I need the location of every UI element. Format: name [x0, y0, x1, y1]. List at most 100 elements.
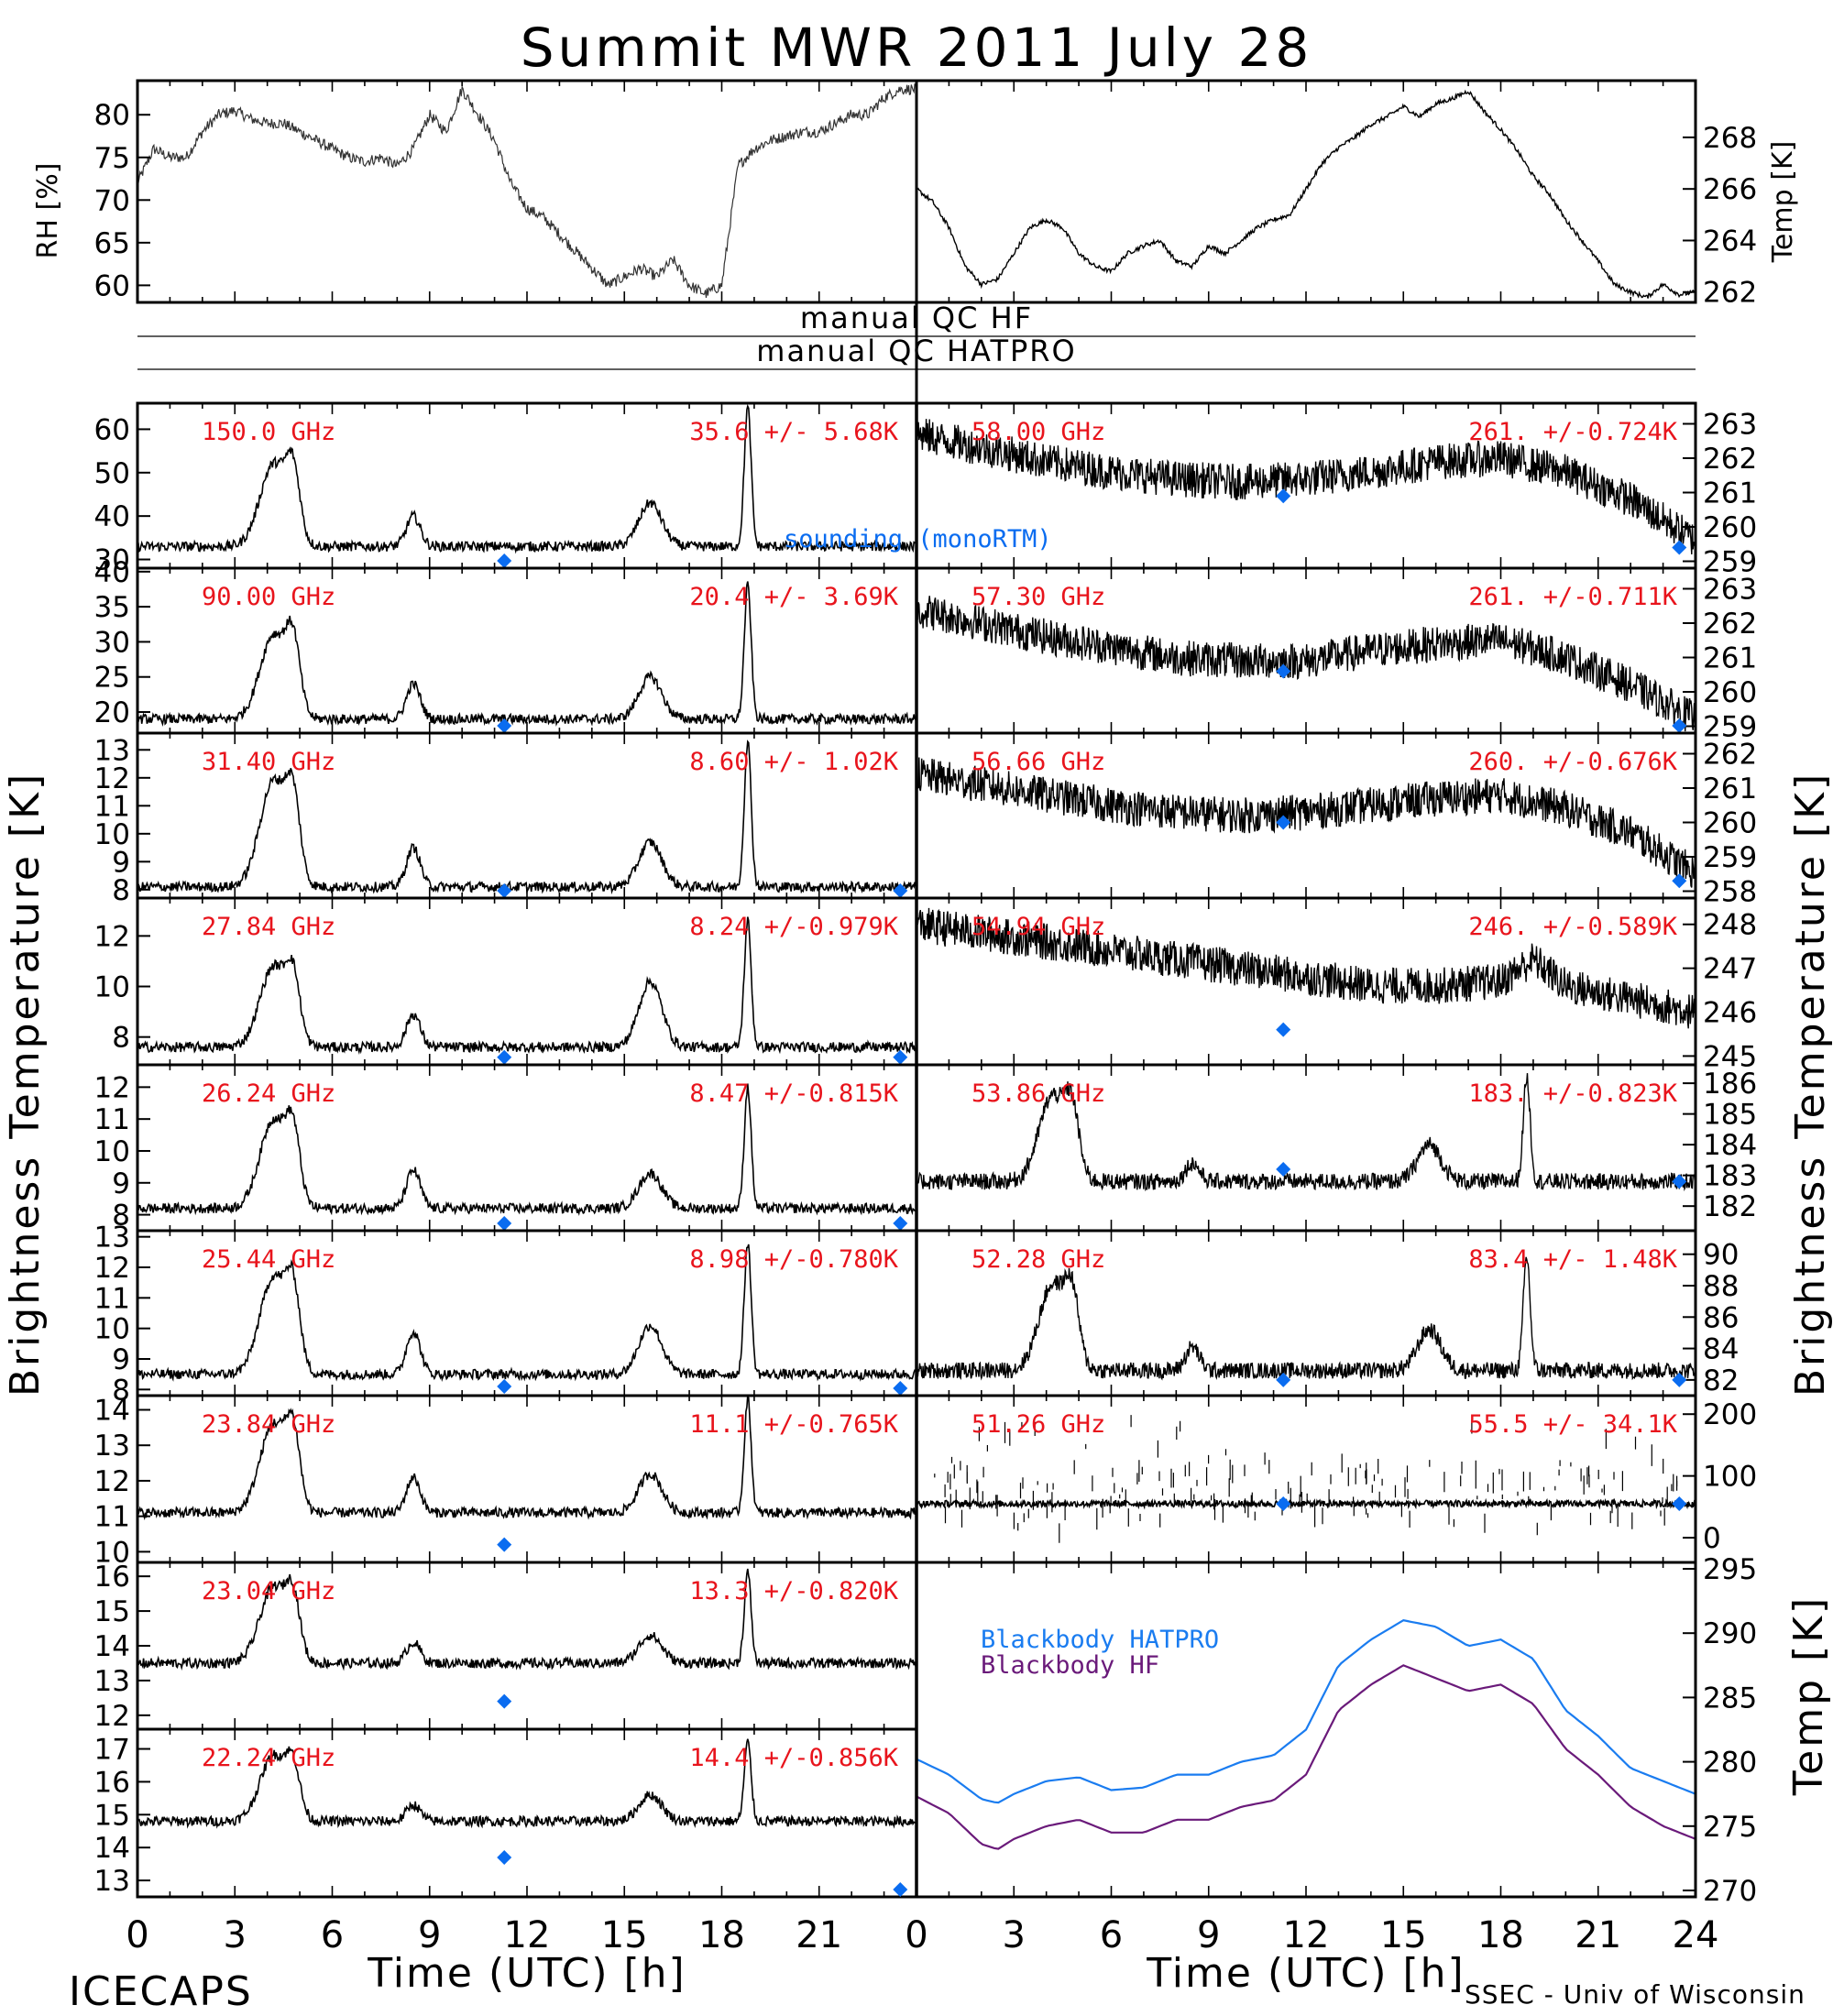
y-tick-label: 258 [1703, 876, 1757, 909]
rh-axis-label: RH [%] [32, 163, 64, 259]
x-tick-label-left: 3 [224, 1914, 247, 1956]
temp-axis-label: Temp [K] [1767, 141, 1799, 264]
sounding-marker [1672, 540, 1687, 555]
sounding-marker [1672, 873, 1687, 889]
y-tick-label: 10 [94, 1536, 130, 1569]
stats-label: 13.3 +/-0.820K [689, 1577, 898, 1605]
y-tick-label: 12 [94, 1700, 130, 1733]
y-tick-label: 14 [94, 1832, 130, 1865]
stats-label: 8.60 +/- 1.02K [689, 748, 898, 776]
y-tick-label: 270 [1703, 1875, 1757, 1908]
sounding-marker [1276, 1372, 1291, 1387]
data-trace [137, 1395, 917, 1521]
sounding-marker [497, 1049, 512, 1065]
y-tick-label: 14 [94, 1630, 130, 1663]
y-tick-label: 245 [1703, 1040, 1757, 1073]
data-trace [137, 581, 917, 727]
stats-label: 14.4 +/-0.856K [689, 1744, 898, 1772]
y-tick-label: 90 [1703, 1239, 1739, 1272]
y-tick-label: 80 [94, 99, 130, 132]
y-tick-label: 86 [1703, 1301, 1739, 1334]
y-tick-label: 290 [1703, 1617, 1757, 1650]
sounding-marker [893, 1049, 908, 1065]
stats-label: 20.4 +/- 3.69K [689, 583, 898, 611]
y-tick-label: 12 [94, 1252, 130, 1285]
y-tick-label: 30 [94, 626, 130, 659]
sounding-marker [497, 1216, 512, 1231]
sounding-marker [1276, 815, 1291, 830]
sounding-marker [893, 1381, 908, 1396]
stats-label: 8.98 +/-0.780K [689, 1245, 898, 1274]
y-tick-label: 12 [94, 920, 130, 953]
stats-label: 8.24 +/-0.979K [689, 913, 898, 941]
legend-bb-hf: Blackbody HF [981, 1651, 1159, 1680]
data-trace [916, 419, 1696, 555]
panel-51-26-ghz: 0 100 200 51.26 GHz 55.5 +/- 34.1K [915, 1394, 1757, 1564]
data-trace [916, 89, 1696, 299]
data-trace [916, 757, 1696, 888]
sounding-marker [497, 718, 512, 733]
y-tick-label: 35 [94, 591, 130, 624]
footer-icecaps: ICECAPS [69, 1968, 253, 2015]
freq-label: 90.00 GHz [202, 583, 335, 611]
freq-label: 26.24 GHz [202, 1079, 335, 1108]
data-trace [137, 1083, 917, 1216]
freq-label: 25.44 GHz [202, 1245, 335, 1274]
y-tick-label: 17 [94, 1734, 130, 1767]
data-trace [137, 1738, 917, 1829]
x-tick-label-right: 6 [1100, 1914, 1123, 1956]
y-tick-label: 200 [1703, 1398, 1757, 1431]
xlabel-left: Time (UTC) [h] [367, 1950, 686, 1997]
sounding-marker [1276, 663, 1291, 679]
stats-label: 246. +/-0.589K [1468, 913, 1677, 941]
y-tick-label: 262 [1703, 277, 1757, 310]
blackbody-panel: 270 275 280 285 290 295 Blackbody HATPROBlackb… [915, 1553, 1757, 1908]
stats-label: 83.4 +/- 1.48K [1468, 1245, 1677, 1274]
y-tick-label: 8 [112, 1022, 130, 1055]
sounding-marker [1276, 1161, 1291, 1177]
x-tick-label-right: 15 [1380, 1914, 1427, 1956]
x-tick-label-left: 0 [126, 1914, 148, 1956]
x-tick-label-right: 0 [905, 1914, 927, 1956]
y-tick-label: 10 [94, 1135, 130, 1168]
data-trace [916, 907, 1696, 1029]
y-tick-label: 50 [94, 457, 130, 490]
y-tick-label: 82 [1703, 1364, 1739, 1397]
x-tick-label-right: 18 [1477, 1914, 1524, 1956]
panel-temp: 262 264 266 268 [915, 79, 1757, 310]
y-tick-label: 14 [94, 1394, 130, 1427]
y-tick-label: 8 [112, 874, 130, 907]
series-bb-hf [916, 1664, 1696, 1850]
y-tick-label: 262 [1703, 443, 1757, 476]
y-tick-label: 12 [94, 1465, 130, 1498]
freq-label: 52.28 GHz [971, 1245, 1105, 1274]
y-tick-label: 15 [94, 1799, 130, 1832]
x-tick-label-right: 21 [1575, 1914, 1621, 1956]
y-tick-label: 266 [1703, 173, 1757, 206]
freq-label: 27.84 GHz [202, 913, 335, 941]
y-tick-label: 260 [1703, 807, 1757, 840]
y-tick-label: 263 [1703, 409, 1757, 442]
y-tick-label: 259 [1703, 546, 1757, 579]
y-tick-label: 11 [94, 1103, 130, 1136]
data-trace [916, 1256, 1696, 1381]
y-tick-label: 183 [1703, 1160, 1757, 1193]
y-tick-label: 185 [1703, 1099, 1757, 1132]
y-tick-label: 13 [94, 1430, 130, 1463]
x-tick-label-right: 24 [1673, 1914, 1719, 1956]
y-tick-label: 259 [1703, 841, 1757, 874]
data-trace [916, 1497, 1696, 1510]
y-tick-label: 262 [1703, 608, 1757, 641]
sounding-marker [1276, 488, 1291, 504]
sounding-marker [1276, 1496, 1291, 1511]
y-tick-label: 246 [1703, 997, 1757, 1030]
panel-frame [915, 79, 1697, 304]
y-tick-label: 260 [1703, 676, 1757, 709]
sounding-marker [497, 883, 512, 898]
